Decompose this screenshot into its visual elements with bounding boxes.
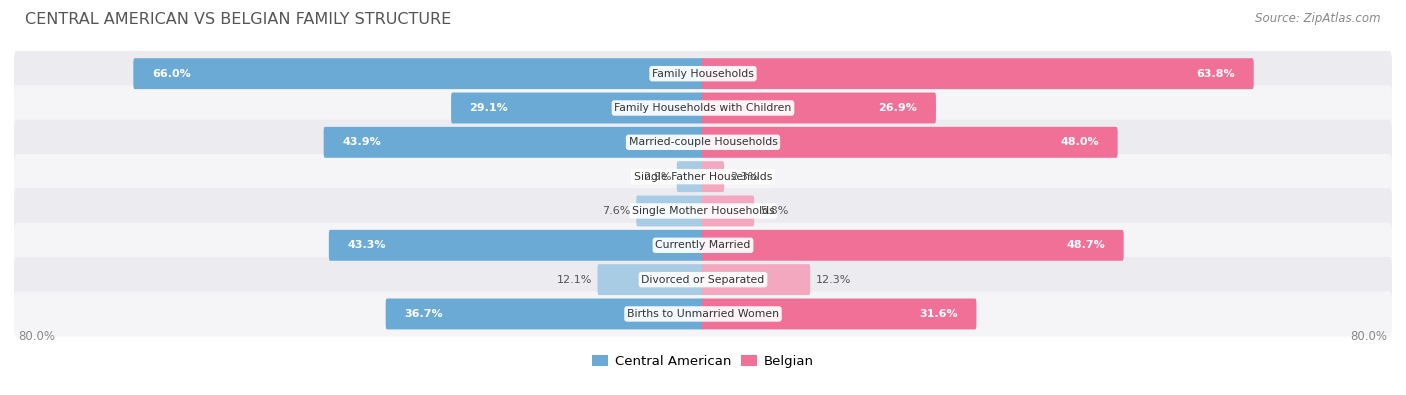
Text: 63.8%: 63.8% <box>1197 69 1236 79</box>
FancyBboxPatch shape <box>637 196 704 226</box>
Text: 5.8%: 5.8% <box>759 206 789 216</box>
FancyBboxPatch shape <box>702 196 754 226</box>
FancyBboxPatch shape <box>702 127 1118 158</box>
Text: 29.1%: 29.1% <box>470 103 509 113</box>
FancyBboxPatch shape <box>451 92 704 123</box>
FancyBboxPatch shape <box>14 223 1392 268</box>
Text: CENTRAL AMERICAN VS BELGIAN FAMILY STRUCTURE: CENTRAL AMERICAN VS BELGIAN FAMILY STRUC… <box>25 12 451 27</box>
Text: Single Father Households: Single Father Households <box>634 172 772 182</box>
FancyBboxPatch shape <box>14 257 1392 302</box>
Text: 2.3%: 2.3% <box>730 172 758 182</box>
Text: 2.9%: 2.9% <box>643 172 671 182</box>
FancyBboxPatch shape <box>598 264 704 295</box>
Text: 66.0%: 66.0% <box>152 69 191 79</box>
FancyBboxPatch shape <box>676 161 704 192</box>
Text: Source: ZipAtlas.com: Source: ZipAtlas.com <box>1256 12 1381 25</box>
FancyBboxPatch shape <box>14 291 1392 337</box>
FancyBboxPatch shape <box>702 230 1123 261</box>
FancyBboxPatch shape <box>14 120 1392 165</box>
FancyBboxPatch shape <box>323 127 704 158</box>
FancyBboxPatch shape <box>702 299 976 329</box>
Text: 48.7%: 48.7% <box>1066 240 1105 250</box>
Text: Family Households: Family Households <box>652 69 754 79</box>
FancyBboxPatch shape <box>329 230 704 261</box>
Text: 12.3%: 12.3% <box>815 275 851 285</box>
Text: Divorced or Separated: Divorced or Separated <box>641 275 765 285</box>
Legend: Central American, Belgian: Central American, Belgian <box>586 350 820 373</box>
Text: 43.3%: 43.3% <box>347 240 385 250</box>
Text: Births to Unmarried Women: Births to Unmarried Women <box>627 309 779 319</box>
FancyBboxPatch shape <box>134 58 704 89</box>
FancyBboxPatch shape <box>702 58 1254 89</box>
Text: 31.6%: 31.6% <box>920 309 957 319</box>
FancyBboxPatch shape <box>14 85 1392 131</box>
Text: 7.6%: 7.6% <box>602 206 631 216</box>
FancyBboxPatch shape <box>702 264 810 295</box>
Text: 26.9%: 26.9% <box>879 103 918 113</box>
FancyBboxPatch shape <box>14 188 1392 233</box>
Text: Single Mother Households: Single Mother Households <box>631 206 775 216</box>
Text: 36.7%: 36.7% <box>404 309 443 319</box>
Text: Family Households with Children: Family Households with Children <box>614 103 792 113</box>
Text: 12.1%: 12.1% <box>557 275 592 285</box>
FancyBboxPatch shape <box>14 51 1392 96</box>
Text: 43.9%: 43.9% <box>342 137 381 147</box>
FancyBboxPatch shape <box>702 161 724 192</box>
Text: 80.0%: 80.0% <box>1351 330 1388 343</box>
FancyBboxPatch shape <box>702 92 936 123</box>
FancyBboxPatch shape <box>14 154 1392 199</box>
Text: Married-couple Households: Married-couple Households <box>628 137 778 147</box>
Text: 48.0%: 48.0% <box>1060 137 1099 147</box>
Text: Currently Married: Currently Married <box>655 240 751 250</box>
Text: 80.0%: 80.0% <box>18 330 55 343</box>
FancyBboxPatch shape <box>385 299 704 329</box>
